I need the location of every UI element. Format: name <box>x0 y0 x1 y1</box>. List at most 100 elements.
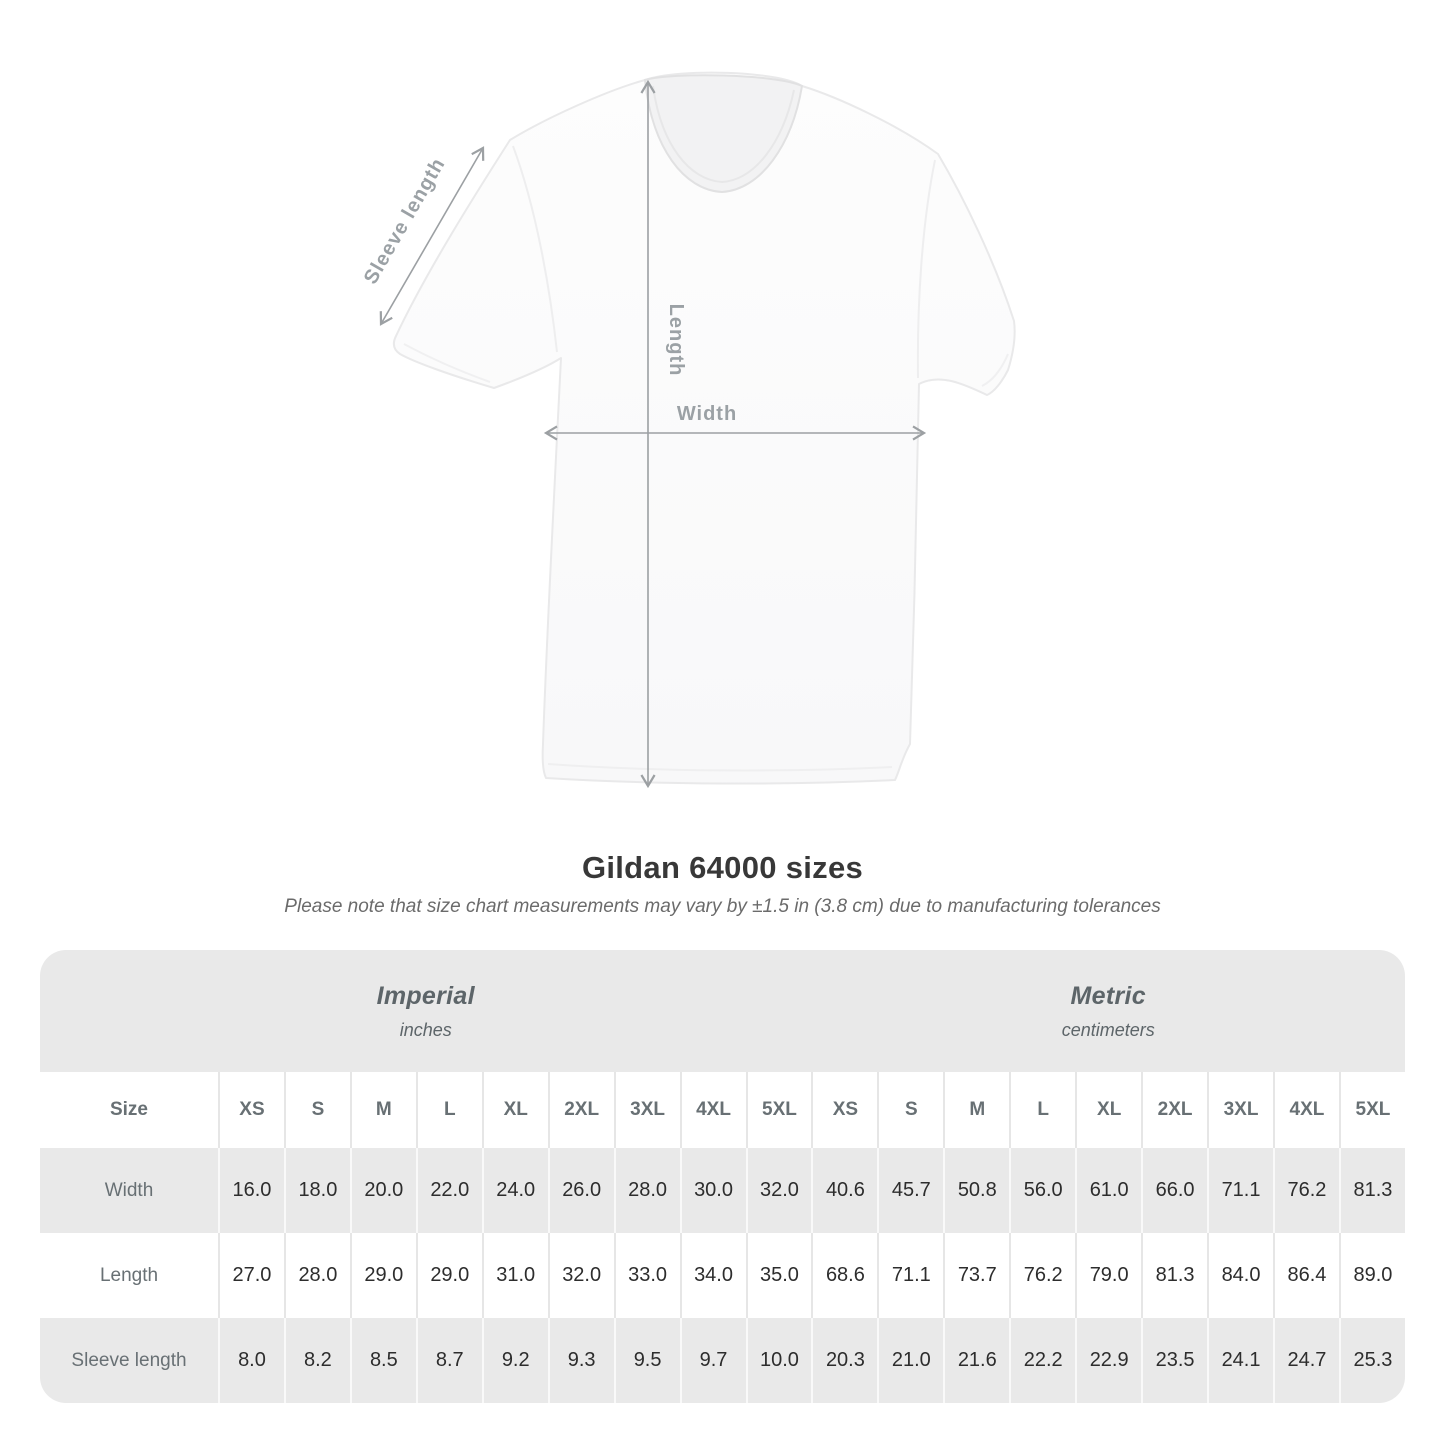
value-cell: 22.2 <box>1009 1318 1076 1403</box>
value-cell: 71.1 <box>1207 1148 1273 1233</box>
left-cuff-stitch <box>403 343 491 383</box>
value-cell: 9.3 <box>547 1318 614 1403</box>
size-col-header: S <box>283 1072 350 1148</box>
value-cell: 25.3 <box>1338 1318 1405 1403</box>
value-cell: 28.0 <box>283 1233 350 1318</box>
value-cell: 20.3 <box>811 1318 878 1403</box>
value-cell: 9.2 <box>481 1318 548 1403</box>
metric-group-header: Metric centimeters <box>811 950 1405 1072</box>
value-cell: 56.0 <box>1009 1148 1076 1233</box>
value-cell: 76.2 <box>1009 1233 1076 1318</box>
value-cell: 8.0 <box>218 1318 284 1403</box>
value-cell: 50.8 <box>943 1148 1010 1233</box>
size-col-header: 5XL <box>1338 1072 1405 1148</box>
value-cell: 22.9 <box>1075 1318 1142 1403</box>
value-cell: 18.0 <box>283 1148 350 1233</box>
page-title: Gildan 64000 sizes <box>581 850 864 885</box>
value-cell: 8.2 <box>283 1318 350 1403</box>
size-col-header: L <box>415 1072 482 1148</box>
metric-unit: centimeters <box>1061 1019 1155 1040</box>
size-col-header: 3XL <box>1207 1072 1273 1148</box>
size-col-header: S <box>877 1072 944 1148</box>
size-col-header: M <box>943 1072 1010 1148</box>
value-cell: 26.0 <box>547 1148 614 1233</box>
right-armhole-seam <box>916 159 936 379</box>
value-cell: 31.0 <box>481 1233 548 1318</box>
value-cell: 29.0 <box>415 1233 482 1318</box>
value-cell: 32.0 <box>745 1148 812 1233</box>
size-col-header: 2XL <box>1141 1072 1208 1148</box>
value-cell: 66.0 <box>1141 1148 1208 1233</box>
collar-rib-seam <box>652 85 795 184</box>
size-col-header: XS <box>811 1072 878 1148</box>
value-cell: 21.0 <box>877 1318 944 1403</box>
value-cell: 24.1 <box>1207 1318 1273 1403</box>
value-cell: 10.0 <box>745 1318 812 1403</box>
length-row: Length 27.0 28.0 29.0 29.0 31.0 32.0 33.… <box>40 1233 1405 1318</box>
right-cuff-stitch <box>981 353 1009 387</box>
length-label: Length <box>665 304 687 377</box>
value-cell: 81.3 <box>1141 1233 1208 1318</box>
width-row: Width 16.0 18.0 20.0 22.0 24.0 26.0 28.0… <box>40 1148 1405 1233</box>
value-cell: 16.0 <box>218 1148 284 1233</box>
tshirt-diagram: Sleeve length Length Width <box>350 28 1080 828</box>
value-cell: 8.5 <box>349 1318 416 1403</box>
size-header-row: Size XS S M L XL 2XL 3XL 4XL 5XL XS S M … <box>40 1072 1405 1148</box>
size-col-header: 3XL <box>613 1072 680 1148</box>
size-table-container: Imperial inches Metric centimeters Size … <box>40 950 1405 1403</box>
size-col-header: M <box>349 1072 416 1148</box>
metric-title: Metric <box>1070 981 1146 1010</box>
sleeve-length-arrow <box>379 146 485 326</box>
value-cell: 81.3 <box>1338 1148 1405 1233</box>
hem-stitch <box>547 763 893 772</box>
value-cell: 8.7 <box>415 1318 482 1403</box>
value-cell: 73.7 <box>943 1233 1010 1318</box>
value-cell: 24.0 <box>481 1148 548 1233</box>
value-cell: 28.0 <box>613 1148 680 1233</box>
size-col-header: 2XL <box>547 1072 614 1148</box>
size-col-header: 5XL <box>745 1072 812 1148</box>
value-cell: 40.6 <box>811 1148 878 1233</box>
value-cell: 32.0 <box>547 1233 614 1318</box>
value-cell: 30.0 <box>679 1148 746 1233</box>
value-cell: 23.5 <box>1141 1318 1208 1403</box>
value-cell: 29.0 <box>349 1233 416 1318</box>
row-label: Sleeve length <box>40 1318 218 1403</box>
width-label: Width <box>677 403 737 425</box>
row-label: Width <box>40 1148 218 1233</box>
value-cell: 9.5 <box>613 1318 680 1403</box>
value-cell: 84.0 <box>1207 1233 1273 1318</box>
tshirt-svg: Sleeve length Length Width <box>360 71 1016 789</box>
value-cell: 9.7 <box>679 1318 746 1403</box>
size-col-header: 4XL <box>1273 1072 1339 1148</box>
size-col-header: 4XL <box>679 1072 746 1148</box>
value-cell: 20.0 <box>349 1148 416 1233</box>
value-cell: 34.0 <box>679 1233 746 1318</box>
value-cell: 76.2 <box>1273 1148 1339 1233</box>
value-cell: 89.0 <box>1338 1233 1405 1318</box>
tolerance-note: Please note that size chart measurements… <box>284 896 1161 917</box>
value-cell: 68.6 <box>811 1233 878 1318</box>
value-cell: 71.1 <box>877 1233 944 1318</box>
value-cell: 79.0 <box>1075 1233 1142 1318</box>
value-cell: 35.0 <box>745 1233 812 1318</box>
imperial-group-header: Imperial inches <box>40 950 812 1072</box>
value-cell: 21.6 <box>943 1318 1010 1403</box>
size-col-header: XL <box>481 1072 548 1148</box>
size-col-header: XL <box>1075 1072 1142 1148</box>
value-cell: 24.7 <box>1273 1318 1339 1403</box>
sleeve-length-row: Sleeve length 8.0 8.2 8.5 8.7 9.2 9.3 9.… <box>40 1318 1405 1403</box>
left-armhole-seam <box>512 145 558 353</box>
size-col-header: XS <box>218 1072 284 1148</box>
value-cell: 61.0 <box>1075 1148 1142 1233</box>
imperial-unit: inches <box>399 1019 452 1040</box>
size-header: Size <box>40 1072 218 1148</box>
value-cell: 22.0 <box>415 1148 482 1233</box>
value-cell: 86.4 <box>1273 1233 1339 1318</box>
imperial-title: Imperial <box>376 981 475 1010</box>
size-table: Imperial inches Metric centimeters Size … <box>40 950 1405 1403</box>
size-col-header: L <box>1009 1072 1076 1148</box>
value-cell: 27.0 <box>218 1233 284 1318</box>
row-label: Length <box>40 1233 218 1318</box>
